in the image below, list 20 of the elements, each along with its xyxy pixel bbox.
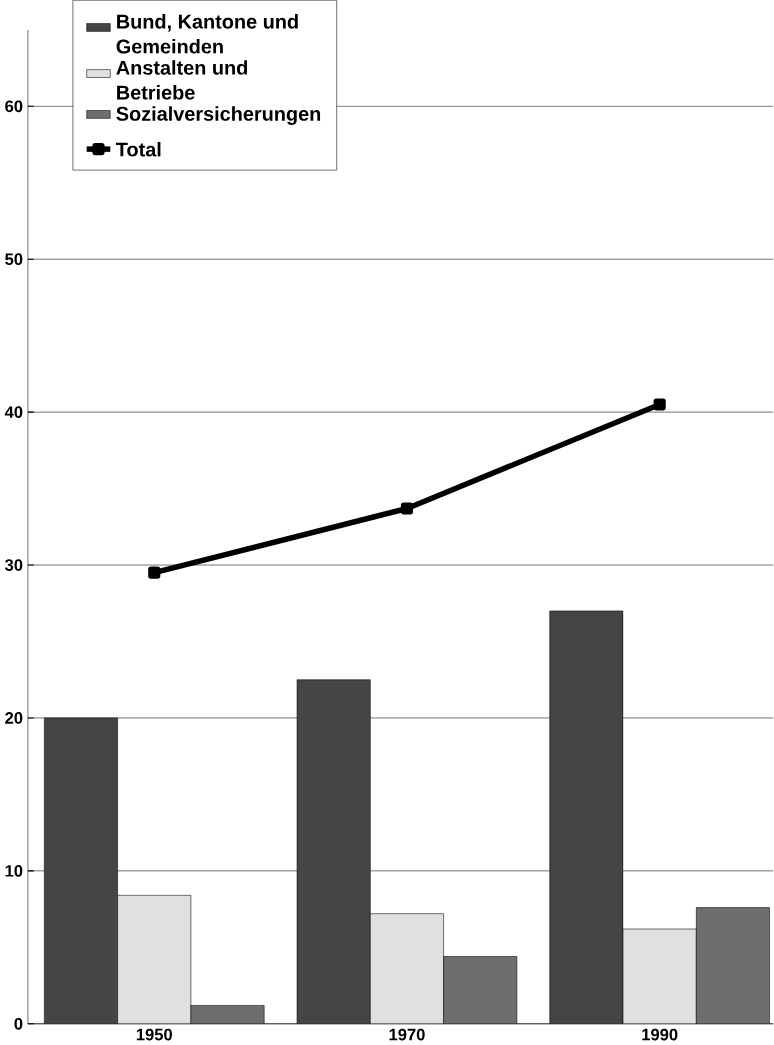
y-tick-label: 40 — [5, 406, 23, 418]
x-tick-label: 1990 — [642, 1028, 678, 1041]
y-tick-label: 20 — [5, 712, 23, 724]
y-tick-label: 60 — [5, 100, 23, 113]
legend-label: Anstalten und Betriebe — [116, 60, 248, 100]
x-tick-label: 1970 — [389, 1028, 425, 1041]
point — [401, 502, 414, 515]
y-tick-label: 30 — [5, 559, 23, 571]
bar — [370, 913, 445, 1024]
bar — [622, 928, 697, 1024]
point — [148, 566, 161, 579]
y-tick-label: 0 — [14, 1017, 23, 1030]
x-tick-label: 1950 — [137, 1028, 173, 1041]
point — [653, 398, 666, 411]
legend-label: Bund, Kantone und Gemeinden — [116, 14, 298, 54]
y-tick-label: 10 — [5, 865, 23, 877]
y-tick-label: 50 — [5, 253, 23, 266]
legend-label: Sozialversicherungen — [116, 106, 321, 125]
legend-label: Total — [116, 141, 161, 157]
bar — [117, 895, 192, 1024]
